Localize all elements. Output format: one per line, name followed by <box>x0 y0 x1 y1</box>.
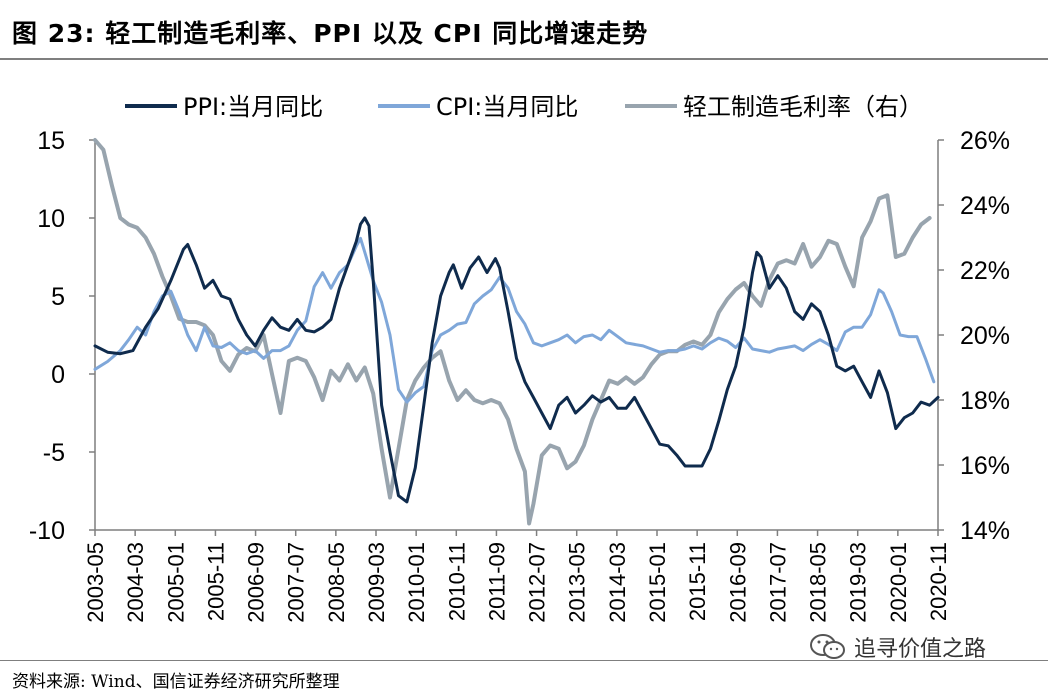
watermark-text: 追寻价值之路 <box>854 637 987 662</box>
right-tick-label: 24% <box>960 192 1010 220</box>
title-divider <box>0 58 1048 60</box>
x-tick-label: 2016-09 <box>725 542 750 623</box>
legend-label: 轻工制造毛利率（右） <box>683 93 923 121</box>
right-tick-label: 18% <box>960 387 1010 415</box>
x-tick-label: 2020-11 <box>926 542 951 621</box>
wechat-icon <box>810 634 845 659</box>
x-tick-label: 2009-03 <box>364 542 389 623</box>
x-tick-label: 2017-07 <box>765 542 790 623</box>
right-tick-label: 14% <box>960 517 1010 545</box>
x-tick-label: 2014-03 <box>605 542 630 623</box>
x-tick-label: 2004-03 <box>123 542 148 623</box>
x-tick-label: 2012-07 <box>525 542 550 623</box>
right-tick-label: 20% <box>960 322 1010 350</box>
source-note: 资料来源: Wind、国信证券经济研究所整理 <box>12 672 340 692</box>
left-tick-label: 15 <box>37 127 65 155</box>
series-line-2 <box>93 236 936 404</box>
x-tick-label: 2005-11 <box>203 542 228 621</box>
x-tick-label: 2015-11 <box>685 542 710 621</box>
x-tick-label: 2007-07 <box>284 542 309 623</box>
footer-divider <box>0 660 1048 661</box>
right-tick-label: 22% <box>960 257 1010 285</box>
left-tick-label: -5 <box>43 439 65 467</box>
x-tick-label: 2003-05 <box>83 542 108 623</box>
figure-header: 图 23: 轻工制造毛利率、PPI 以及 CPI 同比增速走势 <box>0 0 1048 60</box>
left-tick-label: 10 <box>37 205 65 233</box>
line-chart: 15 10 5 0 -5 -10 26% 24% 22% 20% 18% 16% 14% 2003-05 2… <box>29 93 1010 623</box>
chart-axes: 15 10 5 0 -5 -10 26% 24% 22% 20% 18% 16% 14% 2003-05 2… <box>29 127 1010 623</box>
watermark: 追寻价值之路 <box>808 632 986 662</box>
x-tick-label: 2010-01 <box>404 542 429 623</box>
left-tick-label: 0 <box>51 361 65 389</box>
x-tick-label: 2019-03 <box>846 542 871 623</box>
chart-series <box>93 138 940 526</box>
series-line-1 <box>93 216 940 504</box>
x-tick-label: 2008-05 <box>324 542 349 623</box>
left-tick-label: 5 <box>51 283 65 311</box>
x-tick-label: 2011-09 <box>484 542 509 621</box>
right-tick-label: 26% <box>960 127 1010 155</box>
x-tick-label: 2020-01 <box>886 542 911 623</box>
x-tick-label: 2013-05 <box>565 542 590 623</box>
left-tick-label: -10 <box>29 517 65 545</box>
legend-label: PPI:当月同比 <box>183 93 323 121</box>
series-line-3 <box>93 138 932 526</box>
chart-legend: PPI:当月同比 CPI:当月同比 轻工制造毛利率（右） <box>125 93 923 121</box>
x-tick-label: 2010-11 <box>444 542 469 621</box>
x-tick-label: 2005-01 <box>163 542 188 623</box>
right-tick-label: 16% <box>960 452 1010 480</box>
x-tick-label: 2015-01 <box>645 542 670 623</box>
figure-title: 图 23: 轻工制造毛利率、PPI 以及 CPI 同比增速走势 <box>12 19 649 48</box>
x-tick-label: 2018-05 <box>806 542 831 623</box>
x-tick-label: 2006-09 <box>244 542 269 623</box>
legend-label: CPI:当月同比 <box>436 93 578 121</box>
